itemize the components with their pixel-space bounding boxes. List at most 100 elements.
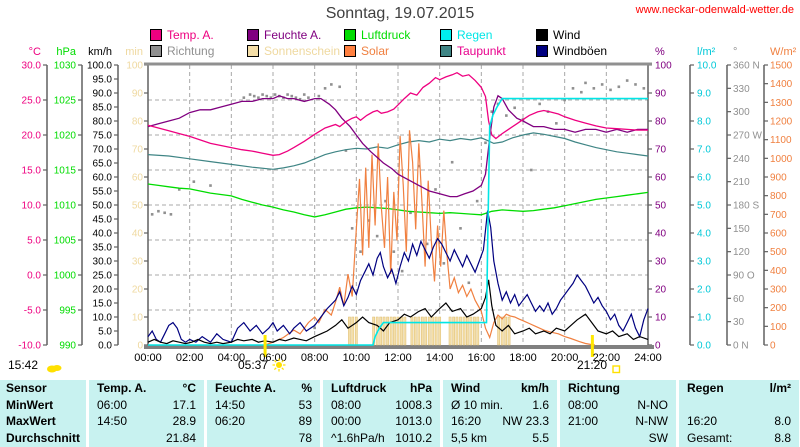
svg-text:04:00: 04:00 xyxy=(218,352,246,364)
svg-text:1025: 1025 xyxy=(54,96,77,107)
table-cell: 78 xyxy=(298,430,312,445)
svg-text:0: 0 xyxy=(137,341,143,352)
legend-label: Wind xyxy=(553,28,581,42)
svg-text:8.0: 8.0 xyxy=(697,117,711,128)
svg-text:360 N: 360 N xyxy=(733,61,760,72)
svg-text:80: 80 xyxy=(132,117,144,128)
svg-text:20.0: 20.0 xyxy=(93,285,113,296)
svg-text:15.0: 15.0 xyxy=(22,166,42,177)
table-column-regen: Regen l/m² 16:20 8.0 Gesamt: 8.8 xyxy=(679,380,799,447)
table-row: Gesamt: 8.8 xyxy=(679,430,799,447)
legend-swatch-icon xyxy=(536,45,548,57)
svg-text:hPa: hPa xyxy=(56,46,76,58)
svg-text:6.0: 6.0 xyxy=(697,173,711,184)
plot-border xyxy=(144,62,654,349)
page-title: Sonntag, 19.07.2015 xyxy=(325,5,475,22)
axis-lm: l/m² 10.0 9.0 8.0 7.0 6.0 5.0 4.0 3.0 2.0 1.0 0.0 xyxy=(689,46,717,352)
svg-text:30: 30 xyxy=(132,257,144,268)
svg-text:400: 400 xyxy=(770,266,787,277)
svg-text:20: 20 xyxy=(132,285,144,296)
legend-swatch-icon xyxy=(247,45,259,57)
legend-label: Feuchte A. xyxy=(264,28,322,42)
table-cell: 06:00 xyxy=(97,397,128,412)
table-cell: 00:00 xyxy=(331,414,362,428)
svg-text:70.0: 70.0 xyxy=(93,145,113,156)
legend-item-solar: Solar xyxy=(344,43,440,59)
svg-text:85.0: 85.0 xyxy=(93,103,113,114)
table-cell: 21:00 xyxy=(568,414,599,428)
table-cell: Luftdruck xyxy=(331,381,387,395)
svg-text:10: 10 xyxy=(132,313,144,324)
legend-swatch-icon xyxy=(150,29,162,41)
legend-column: Luftdruck Solar xyxy=(344,27,440,59)
table-cell: SW xyxy=(648,430,668,445)
svg-text:60: 60 xyxy=(132,173,144,184)
table-row: 78 xyxy=(207,430,320,447)
svg-text:14:00: 14:00 xyxy=(426,352,454,364)
axis-kmh: km/h 100.0 95.0 90.0 85.0 80.0 75.0 70.0 65.0 60.… xyxy=(87,46,119,352)
table-row: 14:50 28.9 xyxy=(89,413,204,430)
legend-column: Regen Taupunkt xyxy=(440,27,536,59)
series-wind xyxy=(147,279,649,345)
svg-text:75.0: 75.0 xyxy=(93,131,113,142)
table-cell: l/m² xyxy=(769,381,791,395)
svg-text:15.0: 15.0 xyxy=(93,299,113,310)
table-cell: N-NO xyxy=(637,397,668,412)
svg-text:30: 30 xyxy=(655,257,667,268)
svg-text:55.0: 55.0 xyxy=(93,187,113,198)
table-cell: 08:00 xyxy=(331,397,362,412)
svg-text:500: 500 xyxy=(770,247,787,258)
svg-text:90: 90 xyxy=(132,89,144,100)
table-column-richtung: Richtung 08:00 N-NO 21:00 N-NW SW xyxy=(560,380,676,447)
sunset-time: 21:20 xyxy=(576,358,607,372)
svg-text:80: 80 xyxy=(655,117,667,128)
table-cell: 53 xyxy=(298,397,312,412)
svg-text:40: 40 xyxy=(132,229,144,240)
svg-text:600: 600 xyxy=(770,229,787,240)
svg-text:70: 70 xyxy=(655,145,667,156)
legend-item-temp-a-: Temp. A. xyxy=(150,27,247,43)
table-row: SW xyxy=(560,430,676,447)
svg-text:0.0: 0.0 xyxy=(27,271,41,282)
table-row: Richtung xyxy=(560,380,676,397)
svg-text:10.0: 10.0 xyxy=(93,313,113,324)
table-cell: hPa xyxy=(409,381,432,395)
axis-hPa: hPa 1030 1025 1020 1015 1010 1005 1000 995 990 xyxy=(54,46,83,352)
svg-text:7.0: 7.0 xyxy=(697,145,711,156)
svg-text:150: 150 xyxy=(733,224,750,235)
svg-text:30.0: 30.0 xyxy=(93,257,113,268)
svg-text:4.0: 4.0 xyxy=(697,229,711,240)
site-url-link[interactable]: www.neckar-odenwald-wetter.de xyxy=(635,4,794,16)
svg-text:10.0: 10.0 xyxy=(22,201,42,212)
svg-text:90 O: 90 O xyxy=(733,271,755,282)
table-row: 5,5 km 5.5 xyxy=(443,430,557,447)
sun-markers xyxy=(263,335,594,357)
sunrise-sun-icon xyxy=(272,358,286,377)
table-cell: Ø 10 min. xyxy=(451,397,504,412)
legend-label: Sonnenschein xyxy=(264,44,341,58)
table-column-temp-a-: Temp. A. °C 06:00 17.1 14:50 28.9 21.84 xyxy=(89,380,204,447)
svg-text:9.0: 9.0 xyxy=(697,89,711,100)
legend-item-feuchte-a-: Feuchte A. xyxy=(247,27,344,43)
legend-swatch-icon xyxy=(536,29,548,41)
svg-text:60.0: 60.0 xyxy=(93,173,113,184)
table-column-wind: Wind km/h Ø 10 min. 1.6 16:20 NW 23.3 5,5 km 5.… xyxy=(443,380,557,447)
table-cell: 1008.3 xyxy=(395,397,432,412)
table-cell: °C xyxy=(182,381,196,395)
svg-text:300: 300 xyxy=(770,285,787,296)
svg-text:45.0: 45.0 xyxy=(93,215,113,226)
svg-text:10:00: 10:00 xyxy=(343,352,371,364)
svg-text:5.0: 5.0 xyxy=(27,236,41,247)
table-cell: 5,5 km xyxy=(451,430,488,445)
table-cell: Temp. A. xyxy=(97,381,147,395)
svg-text:l/m²: l/m² xyxy=(697,46,716,58)
svg-text:22:00: 22:00 xyxy=(593,352,621,364)
svg-text:90.0: 90.0 xyxy=(93,89,113,100)
table-row: 06:00 17.1 xyxy=(89,397,204,414)
svg-text:60: 60 xyxy=(733,294,745,305)
last-update-time: 15:42 xyxy=(8,358,39,372)
svg-text:3.0: 3.0 xyxy=(697,257,711,268)
svg-text:30: 30 xyxy=(733,317,745,328)
svg-text:200: 200 xyxy=(770,303,787,314)
